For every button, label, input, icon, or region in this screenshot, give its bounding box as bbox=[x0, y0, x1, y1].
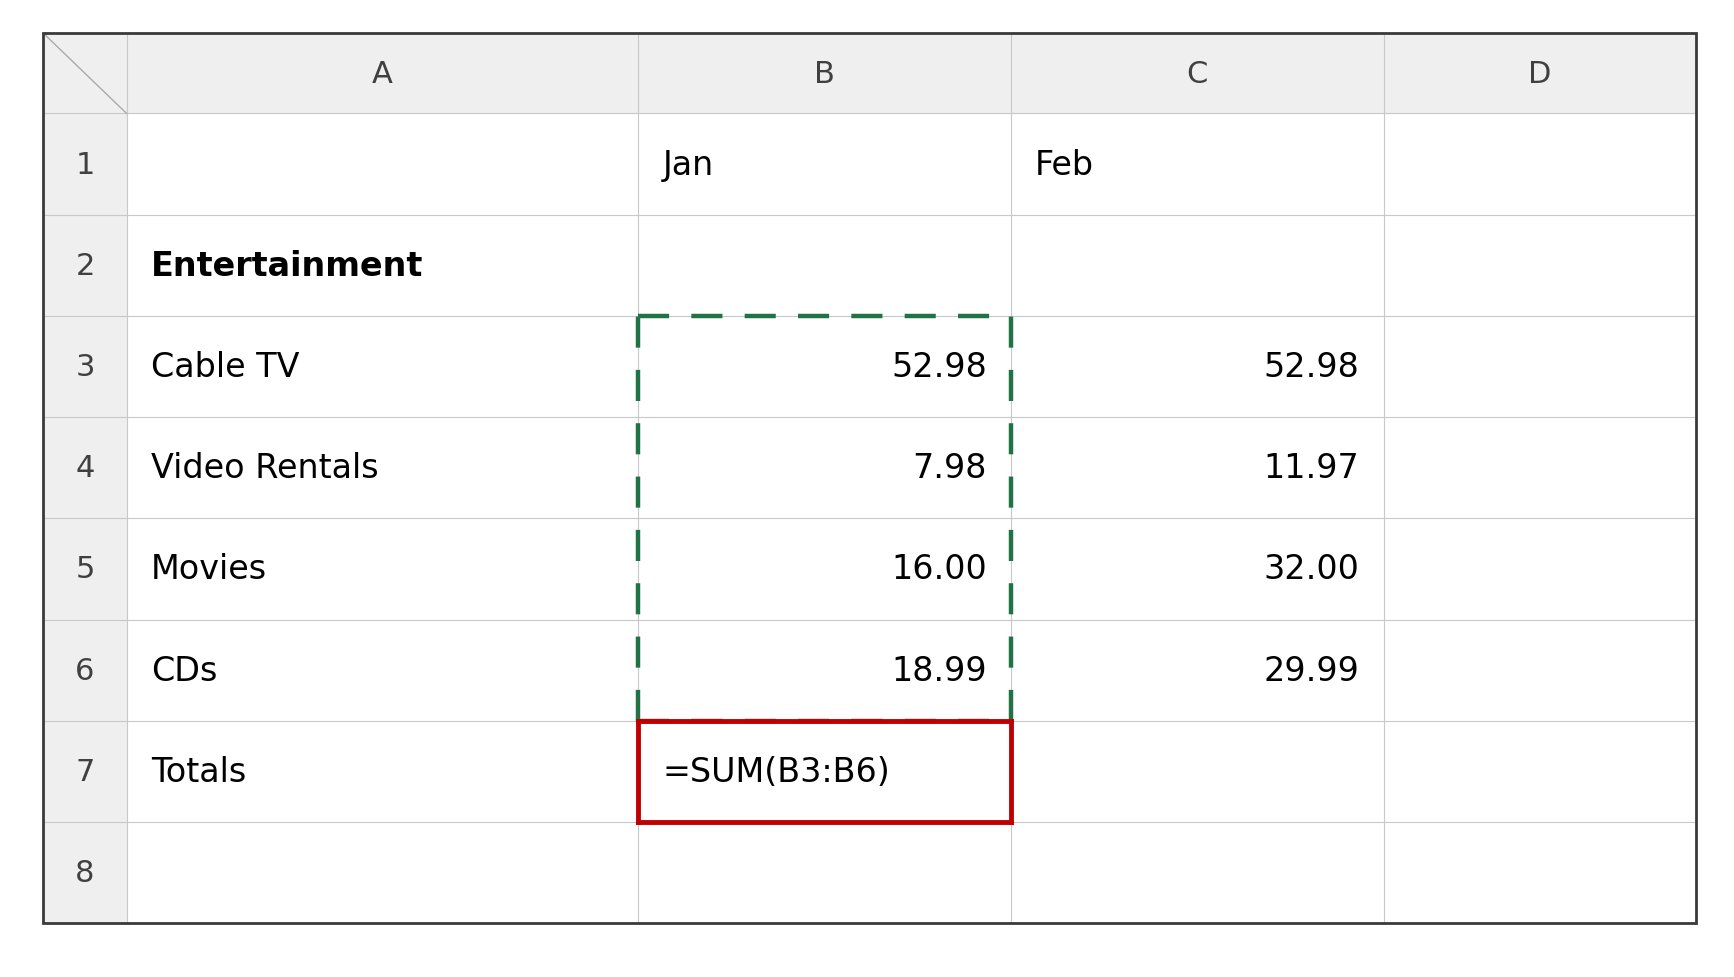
Bar bbox=[1011, 418, 1384, 519]
Text: D: D bbox=[1528, 60, 1552, 89]
Bar bbox=[638, 418, 1011, 519]
Bar bbox=[127, 418, 638, 519]
Text: 2: 2 bbox=[75, 251, 95, 280]
Bar bbox=[1384, 215, 1696, 317]
Bar bbox=[127, 721, 638, 822]
Text: C: C bbox=[1186, 60, 1209, 89]
Text: 11.97: 11.97 bbox=[1264, 451, 1359, 485]
Text: 7: 7 bbox=[75, 757, 95, 786]
Bar bbox=[1011, 620, 1384, 721]
Text: 29.99: 29.99 bbox=[1264, 654, 1359, 687]
Text: 3: 3 bbox=[75, 353, 95, 382]
Bar bbox=[1384, 620, 1696, 721]
Bar bbox=[1011, 114, 1384, 216]
Bar bbox=[127, 317, 638, 418]
Text: 6: 6 bbox=[75, 656, 95, 685]
Text: 7.98: 7.98 bbox=[912, 451, 987, 485]
Bar bbox=[127, 215, 638, 317]
Text: 1: 1 bbox=[75, 150, 95, 180]
Bar bbox=[127, 114, 638, 216]
Bar bbox=[43, 34, 127, 923]
Bar bbox=[1011, 822, 1384, 923]
Bar bbox=[1011, 721, 1384, 822]
Bar bbox=[127, 822, 638, 923]
Text: Cable TV: Cable TV bbox=[151, 351, 300, 384]
Bar bbox=[638, 620, 1011, 721]
Text: CDs: CDs bbox=[151, 654, 217, 687]
Bar bbox=[638, 317, 1011, 418]
Text: 18.99: 18.99 bbox=[891, 654, 987, 687]
Text: 4: 4 bbox=[75, 453, 95, 483]
Text: B: B bbox=[813, 60, 836, 89]
Text: 52.98: 52.98 bbox=[891, 351, 987, 384]
Bar bbox=[638, 519, 1011, 619]
Text: Feb: Feb bbox=[1035, 149, 1094, 182]
Text: Totals: Totals bbox=[151, 755, 246, 788]
Bar bbox=[1011, 519, 1384, 619]
Bar bbox=[1384, 418, 1696, 519]
Text: Movies: Movies bbox=[151, 553, 267, 586]
Text: Video Rentals: Video Rentals bbox=[151, 451, 378, 485]
Bar bbox=[1011, 215, 1384, 317]
Bar bbox=[638, 215, 1011, 317]
Bar bbox=[638, 721, 1011, 822]
Bar bbox=[127, 519, 638, 619]
Bar bbox=[1384, 519, 1696, 619]
Text: =SUM(B3:B6): =SUM(B3:B6) bbox=[662, 755, 890, 788]
Text: Jan: Jan bbox=[662, 149, 714, 182]
Bar bbox=[1384, 114, 1696, 216]
Text: 16.00: 16.00 bbox=[891, 553, 987, 586]
Bar bbox=[638, 822, 1011, 923]
Text: A: A bbox=[371, 60, 394, 89]
Text: 8: 8 bbox=[75, 858, 95, 887]
Bar bbox=[1011, 317, 1384, 418]
Bar bbox=[127, 620, 638, 721]
Bar bbox=[1384, 721, 1696, 822]
Bar bbox=[638, 114, 1011, 216]
Bar bbox=[1384, 822, 1696, 923]
Text: Entertainment: Entertainment bbox=[151, 249, 423, 282]
Text: 5: 5 bbox=[75, 555, 95, 584]
Text: 32.00: 32.00 bbox=[1264, 553, 1359, 586]
Bar bbox=[43, 34, 1696, 114]
Text: 52.98: 52.98 bbox=[1264, 351, 1359, 384]
Bar bbox=[1384, 317, 1696, 418]
